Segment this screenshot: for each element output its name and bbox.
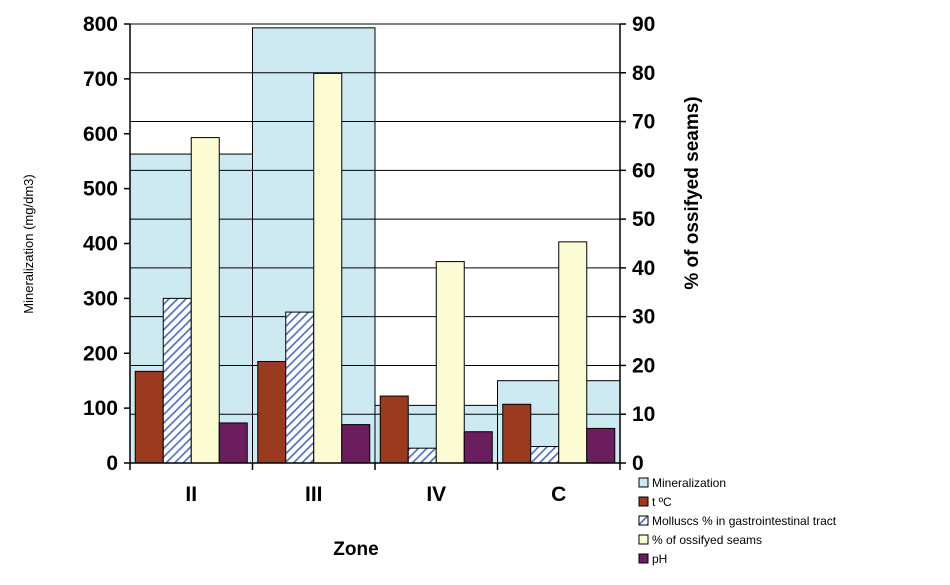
left-tick-label: 600 <box>83 123 118 146</box>
category-label-iii: III <box>305 483 323 506</box>
legend-t-label: t ºC <box>652 495 672 509</box>
category-label-ii: II <box>185 483 197 506</box>
right-tick-label: 70 <box>632 111 655 134</box>
left-tick-label: 500 <box>83 178 118 201</box>
right-tick-label: 0 <box>632 452 644 475</box>
right-tick-label: 10 <box>632 403 655 426</box>
left-tick-label: 200 <box>83 342 118 365</box>
right-tick-label: 90 <box>632 13 655 36</box>
bar-t-iii <box>257 360 287 464</box>
bar-molluscs-iii <box>285 311 315 464</box>
bar-t-iv <box>379 395 409 464</box>
category-label-iv: IV <box>426 483 446 506</box>
legend-mineralization-swatch <box>638 477 649 488</box>
left-tick-label: 300 <box>83 287 118 310</box>
right-tick-label: 40 <box>632 257 655 280</box>
legend-t-swatch <box>638 496 649 507</box>
right-tick-label: 30 <box>632 306 655 329</box>
bar-ph-ii <box>218 422 248 464</box>
tick-labels: 0 100 200 300 400 500 600 700 800 0 10 20 30 40 50 60 70… <box>83 13 655 506</box>
right-tick-label: 60 <box>632 159 655 182</box>
bar-t-ii <box>134 370 164 464</box>
bars-layer <box>134 72 616 464</box>
right-tick-label: 20 <box>632 354 655 377</box>
bar-ossified-ii <box>190 137 220 464</box>
y-axis-right-label: % of ossifyed seams) <box>682 96 703 289</box>
left-tick-label: 700 <box>83 68 118 91</box>
bar-ossified-iii <box>313 72 343 464</box>
right-tick-label: 80 <box>632 62 655 85</box>
bar-t-c <box>502 403 532 464</box>
legend-ph-label: pH <box>652 552 667 566</box>
bar-ph-c <box>586 427 616 464</box>
bar-molluscs-iv <box>407 447 437 464</box>
bar-ossified-c <box>558 241 588 464</box>
x-axis-label: Zone <box>333 539 378 560</box>
bar-molluscs-c <box>530 446 560 464</box>
legend-ph-swatch <box>638 553 649 564</box>
legend-ossified-label: % of ossifyed seams <box>652 533 762 547</box>
left-tick-label: 0 <box>106 452 118 475</box>
left-tick-label: 800 <box>83 13 118 36</box>
bar-ph-iv <box>463 431 493 464</box>
axes <box>124 23 626 470</box>
bar-ossified-iv <box>435 261 465 464</box>
legend-ossified-swatch <box>638 534 649 545</box>
legend-molluscs-swatch <box>638 515 649 526</box>
right-tick-label: 50 <box>632 208 655 231</box>
left-tick-label: 100 <box>83 397 118 420</box>
left-tick-label: 400 <box>83 233 118 256</box>
bar-molluscs-ii <box>162 297 192 464</box>
y-axis-left-label: Mineralization (mg/dm3) <box>21 174 36 313</box>
bar-ph-iii <box>341 424 371 464</box>
legend-mineralization-label: Mineralization <box>652 476 726 490</box>
legend: Mineralization t ºC Molluscs % in gastroin… <box>638 476 837 566</box>
category-label-c: C <box>551 483 566 506</box>
legend-molluscs-label: Molluscs % in gastrointestinal tract <box>652 514 837 528</box>
